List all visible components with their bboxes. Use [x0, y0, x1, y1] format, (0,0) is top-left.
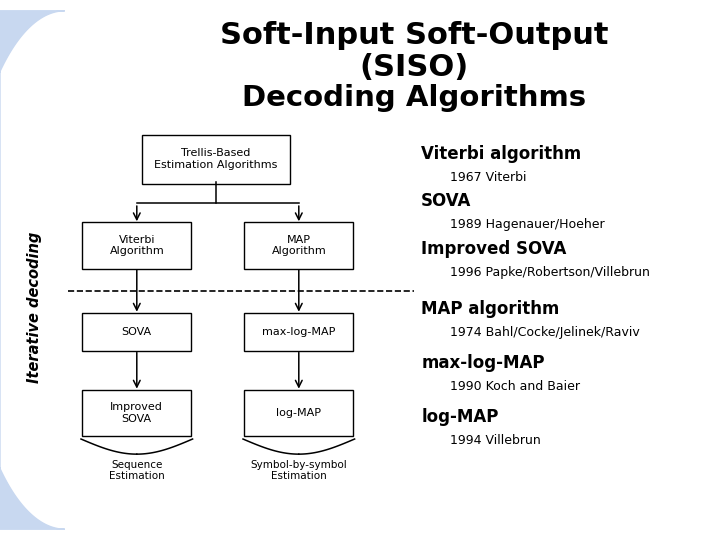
Text: Sequence
Estimation: Sequence Estimation [109, 460, 165, 481]
Text: 1989 Hagenauer/Hoeher: 1989 Hagenauer/Hoeher [450, 218, 605, 231]
Text: 1994 Villebrun: 1994 Villebrun [450, 434, 541, 447]
Text: Improved
SOVA: Improved SOVA [110, 402, 163, 424]
Text: log-MAP: log-MAP [421, 408, 498, 426]
FancyBboxPatch shape [142, 135, 290, 184]
Text: Symbol-by-symbol
Estimation: Symbol-by-symbol Estimation [251, 460, 347, 481]
Text: Trellis-Based
Estimation Algorithms: Trellis-Based Estimation Algorithms [154, 148, 278, 170]
Text: max-log-MAP: max-log-MAP [421, 354, 545, 372]
FancyBboxPatch shape [82, 313, 192, 351]
FancyBboxPatch shape [82, 222, 192, 269]
Text: SOVA: SOVA [421, 192, 472, 210]
Text: 1990 Koch and Baier: 1990 Koch and Baier [450, 380, 580, 393]
Polygon shape [0, 11, 65, 529]
Text: SOVA: SOVA [122, 327, 152, 337]
Text: max-log-MAP: max-log-MAP [262, 327, 336, 337]
Text: 1996 Papke/Robertson/Villebrun: 1996 Papke/Robertson/Villebrun [450, 266, 650, 279]
FancyBboxPatch shape [244, 222, 353, 269]
Text: Viterbi
Algorithm: Viterbi Algorithm [109, 235, 164, 256]
FancyBboxPatch shape [82, 390, 192, 436]
Text: (SISO): (SISO) [359, 53, 469, 82]
Text: MAP algorithm: MAP algorithm [421, 300, 559, 318]
FancyBboxPatch shape [244, 390, 353, 436]
Text: log-MAP: log-MAP [276, 408, 321, 418]
Text: Soft-Input Soft-Output: Soft-Input Soft-Output [220, 21, 608, 50]
Text: 1967 Viterbi: 1967 Viterbi [450, 171, 526, 184]
Text: Viterbi algorithm: Viterbi algorithm [421, 145, 582, 163]
Text: Iterative decoding: Iterative decoding [27, 232, 42, 383]
Text: MAP
Algorithm: MAP Algorithm [271, 235, 326, 256]
Text: 1974 Bahl/Cocke/Jelinek/Raviv: 1974 Bahl/Cocke/Jelinek/Raviv [450, 326, 640, 339]
FancyBboxPatch shape [244, 313, 353, 351]
Text: Decoding Algorithms: Decoding Algorithms [242, 84, 586, 112]
Text: Improved SOVA: Improved SOVA [421, 240, 567, 259]
